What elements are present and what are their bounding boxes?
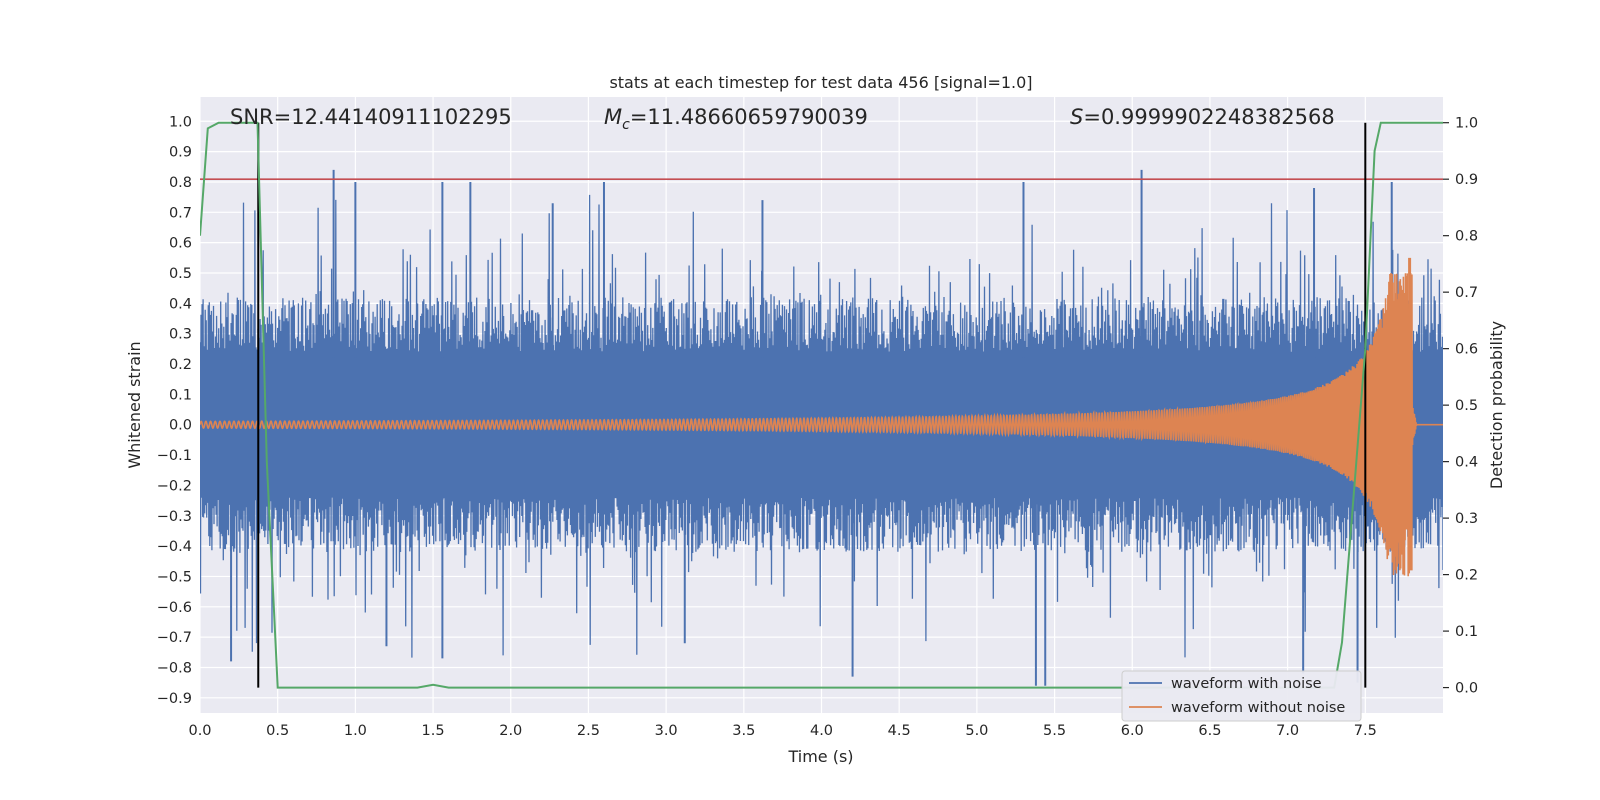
y-tick-label: −0.2 <box>157 478 192 494</box>
y-right-tick-label: 0.8 <box>1455 229 1478 245</box>
y-right-tick-label: 0.6 <box>1455 342 1478 358</box>
s-symbol: S <box>1070 105 1083 129</box>
y-right-tick-label: 0.0 <box>1455 681 1478 697</box>
x-tick-label: 7.0 <box>1276 723 1299 739</box>
y-right-tick-label: 0.5 <box>1455 398 1478 414</box>
snr-annotation: SNR=12.44140911102295 <box>230 105 512 129</box>
x-tick-label: 5.5 <box>1043 723 1066 739</box>
x-axis-label: Time (s) <box>787 747 853 766</box>
y-tick-label: 0.0 <box>169 418 192 434</box>
y-tick-label: −0.9 <box>157 691 192 707</box>
y-right-tick-label: 0.3 <box>1455 511 1478 527</box>
y-tick-label: −0.6 <box>157 600 192 616</box>
s-annotation: S=0.9999902248382568 <box>1070 105 1335 129</box>
y-right-tick-label: 0.9 <box>1455 172 1478 188</box>
x-tick-label: 7.5 <box>1354 723 1377 739</box>
x-tick-label: 1.5 <box>422 723 445 739</box>
y-tick-label: −0.7 <box>157 630 192 646</box>
x-tick-label: 6.5 <box>1198 723 1221 739</box>
y-right-tick-label: 1.0 <box>1455 116 1478 132</box>
detection-probability-line <box>200 121 1443 689</box>
x-tick-label: 6.0 <box>1121 723 1144 739</box>
x-tick-label: 4.0 <box>810 723 833 739</box>
x-tick-label: 4.5 <box>888 723 911 739</box>
y-tick-label: −0.8 <box>157 660 192 676</box>
axes: 0.0 0.5 1.0 1.5 2.0 2.5 3.0 3.5 4.0 4.5 5.0 5.5 6.0 6… <box>157 114 1478 739</box>
y-tick-label: 0.4 <box>169 296 192 312</box>
legend: waveform with noise waveform without noi… <box>1121 670 1362 722</box>
chirp-mass-symbol: M <box>604 105 622 129</box>
y-tick-label: 0.3 <box>169 327 192 343</box>
x-tick-label: 2.0 <box>499 723 522 739</box>
chirp-mass-annotation: Mc=11.48660659790039 <box>604 105 868 133</box>
y-tick-label: −0.5 <box>157 569 192 585</box>
chart-title: stats at each timestep for test data 456… <box>609 73 1032 92</box>
y-tick-label: 0.6 <box>169 236 192 252</box>
x-tick-label: 2.5 <box>577 723 600 739</box>
legend-box <box>1121 670 1362 722</box>
y-tick-label: 0.2 <box>169 357 192 373</box>
y-right-tick-label: 0.7 <box>1455 285 1478 301</box>
y-tick-label: 0.8 <box>169 175 192 191</box>
y-tick-label: 0.5 <box>169 266 192 282</box>
y-tick-label: −0.1 <box>157 448 192 464</box>
x-tick-label: 0.5 <box>266 723 289 739</box>
x-tick-label: 0.0 <box>188 723 211 739</box>
y-right-tick-label: 0.4 <box>1455 455 1478 471</box>
chirp-mass-value: =11.48660659790039 <box>630 105 868 129</box>
y-right-tick-label: 0.2 <box>1455 568 1478 584</box>
x-tick-label: 3.5 <box>732 723 755 739</box>
x-tick-label: 5.0 <box>965 723 988 739</box>
y-tick-label: −0.3 <box>157 509 192 525</box>
waveform-without-noise-line <box>200 272 1443 577</box>
y-tick-label: 0.7 <box>169 205 192 221</box>
y-right-axis-label: Detection probability <box>1487 321 1506 489</box>
data-layer <box>200 121 1443 689</box>
legend-label-clean: waveform without noise <box>1171 700 1345 716</box>
x-tick-label: 1.0 <box>344 723 367 739</box>
y-right-tick-label: 0.1 <box>1455 624 1478 640</box>
s-value: =0.9999902248382568 <box>1083 105 1334 129</box>
x-tick-label: 3.0 <box>655 723 678 739</box>
y-tick-label: 0.1 <box>169 387 192 403</box>
y-tick-label: −0.4 <box>157 539 192 555</box>
legend-label-noise: waveform with noise <box>1171 676 1322 692</box>
y-tick-label: 0.9 <box>169 145 192 161</box>
y-axis-label: Whitened strain <box>125 341 144 468</box>
chirp-mass-subscript: c <box>622 117 630 133</box>
y-tick-label: 1.0 <box>169 114 192 130</box>
